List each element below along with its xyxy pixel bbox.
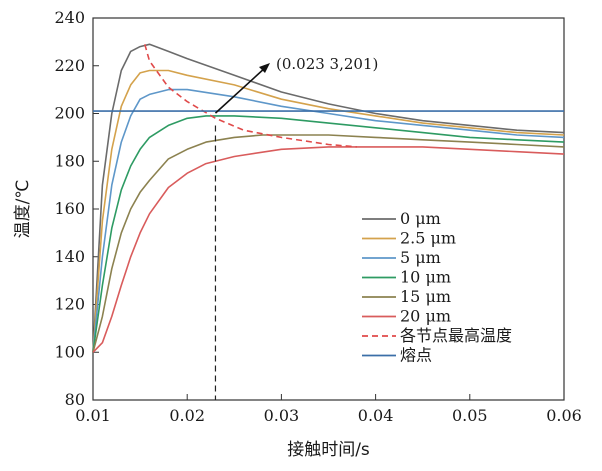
legend-label-6: 各节点最高温度 [400,326,512,345]
x-tick-label: 0.06 [546,406,582,425]
legend-label-1: 2.5 μm [400,229,456,248]
annotation-arrowhead [259,63,270,73]
series-line-5 [92,146,565,353]
y-tick-label: 140 [54,247,85,266]
y-tick-group: 80 100 120 140 160 180 200 220 240 [54,8,99,409]
y-tick-label: 220 [54,56,85,75]
y-tick-label: 200 [54,104,85,123]
legend-label-4: 15 μm [400,287,451,306]
series-line-0 [92,43,565,353]
legend-label-7: 熔点 [400,346,432,365]
y-tick-label: 160 [54,199,85,218]
series-line-3 [92,115,565,353]
x-tick-label: 0.01 [75,406,111,425]
y-tick-label: 80 [65,390,85,409]
y-tick-label: 180 [54,151,85,170]
legend-label-2: 5 μm [400,248,441,267]
annotation-arrow [214,66,267,114]
y-tick-label: 240 [54,8,85,27]
series-line-2 [92,88,565,353]
x-tick-label: 0.04 [358,406,394,425]
x-tick-group: 0.01 0.02 0.03 0.04 0.05 0.06 [75,394,582,425]
series-group [92,43,565,353]
annotation-label: (0.023 3,201) [276,55,378,73]
annotation-group: (0.023 3,201) [214,55,378,400]
x-tick-label: 0.02 [169,406,205,425]
x-tick-label: 0.05 [452,406,488,425]
series-line-1 [92,69,565,353]
series-line-4 [92,134,565,353]
y-tick-label: 120 [54,295,85,314]
legend-label-0: 0 μm [400,209,441,228]
y-axis-label: 温度/℃ [13,180,33,239]
legend-label-3: 10 μm [400,268,451,287]
x-axis-label: 接触时间/s [287,440,370,460]
y-tick-label: 100 [54,342,85,361]
legend-label-5: 20 μm [400,307,451,326]
x-tick-label: 0.03 [264,406,300,425]
